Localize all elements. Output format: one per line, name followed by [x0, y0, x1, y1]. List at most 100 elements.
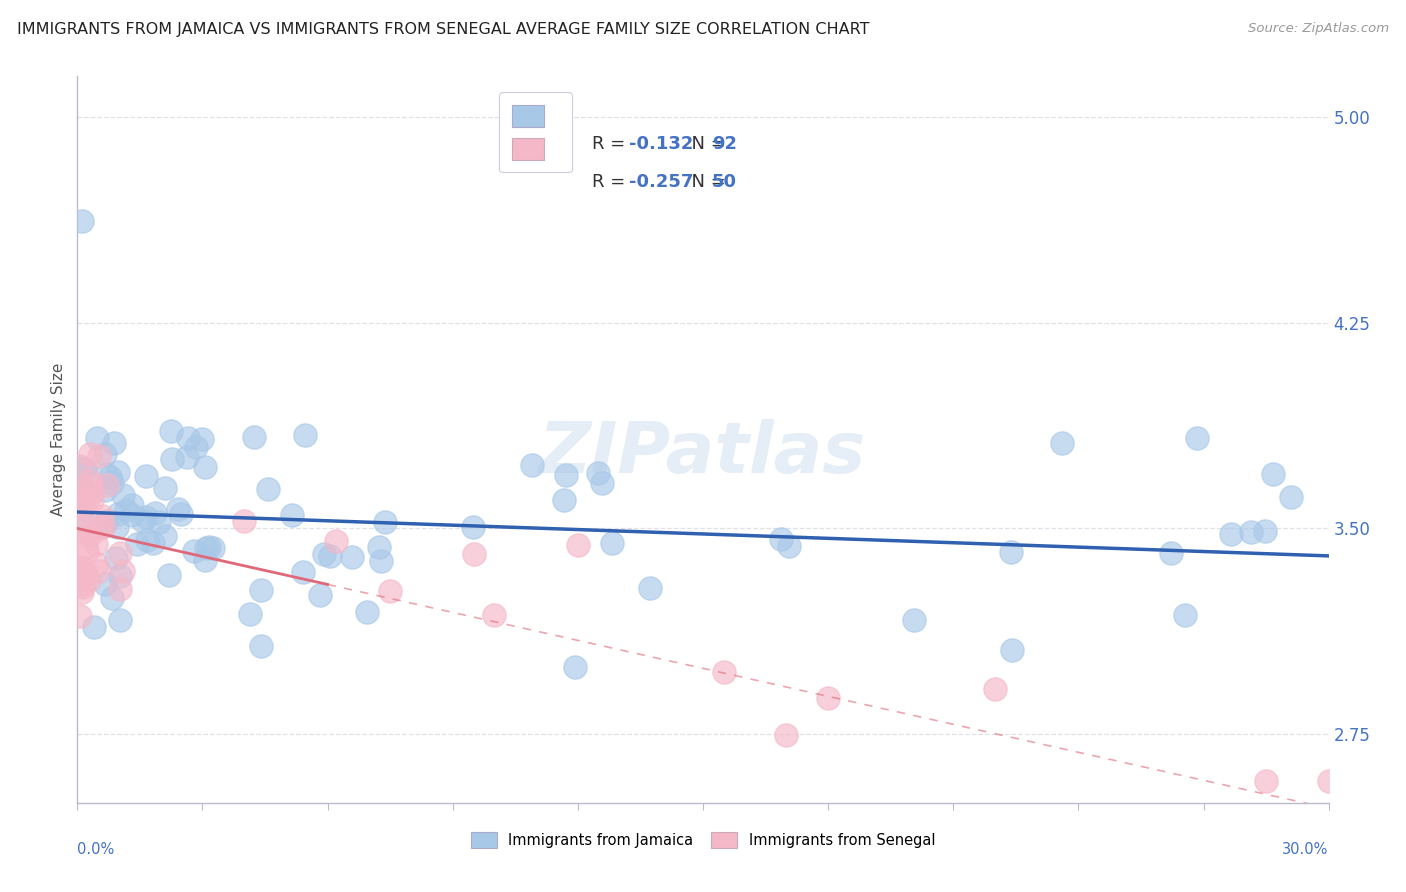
Point	[374, 515, 396, 529]
Point	[105, 551, 128, 566]
Point	[121, 508, 143, 522]
Point	[249, 583, 271, 598]
Point	[155, 529, 177, 543]
Point	[292, 565, 315, 579]
Point	[319, 549, 342, 563]
Text: Source: ZipAtlas.com: Source: ZipAtlas.com	[1249, 22, 1389, 36]
Point	[243, 429, 266, 443]
Text: 30.0%: 30.0%	[1282, 842, 1329, 856]
Point	[257, 482, 280, 496]
Point	[75, 462, 97, 476]
Point	[72, 561, 94, 575]
Point	[105, 520, 128, 534]
Point	[75, 540, 97, 554]
Point	[162, 451, 184, 466]
Point	[903, 614, 925, 628]
Point	[86, 430, 108, 444]
Point	[1001, 642, 1024, 657]
Point	[94, 517, 117, 532]
Point	[70, 214, 93, 228]
Point	[555, 467, 578, 482]
Point	[115, 503, 138, 517]
Point	[75, 566, 97, 581]
Point	[368, 541, 391, 555]
Point	[1185, 431, 1208, 445]
Point	[69, 608, 91, 623]
Text: R =: R =	[592, 173, 631, 191]
Point	[186, 440, 208, 454]
Point	[194, 553, 217, 567]
Point	[1220, 527, 1243, 541]
Point	[82, 492, 104, 507]
Point	[176, 450, 198, 464]
Point	[70, 490, 93, 504]
Point	[86, 557, 108, 571]
Point	[564, 660, 586, 674]
Text: -0.257: -0.257	[628, 173, 693, 191]
Point	[984, 681, 1007, 696]
Point	[108, 546, 131, 560]
Point	[640, 581, 662, 595]
Point	[75, 566, 97, 581]
Point	[166, 502, 188, 516]
Point	[96, 467, 118, 482]
Y-axis label: Average Family Size: Average Family Size	[51, 363, 66, 516]
Point	[308, 588, 330, 602]
Point	[72, 460, 94, 475]
Text: 50: 50	[711, 173, 737, 191]
Text: 0.0%: 0.0%	[77, 842, 114, 856]
Point	[86, 537, 108, 551]
Point	[75, 566, 97, 581]
Point	[94, 576, 117, 591]
Point	[87, 564, 110, 578]
Point	[170, 508, 193, 522]
Point	[356, 605, 378, 619]
Point	[66, 559, 89, 574]
Point	[553, 492, 575, 507]
Point	[177, 431, 200, 445]
Point	[770, 533, 793, 547]
Point	[148, 516, 170, 530]
Point	[121, 498, 143, 512]
Point	[588, 466, 610, 480]
Point	[194, 541, 217, 555]
Point	[112, 564, 135, 578]
Point	[143, 506, 166, 520]
Point	[233, 514, 256, 528]
Point	[1160, 546, 1182, 560]
Point	[91, 508, 114, 523]
Point	[76, 544, 98, 558]
Point	[294, 428, 316, 442]
Point	[484, 608, 506, 623]
Point	[325, 533, 347, 548]
Point	[1240, 524, 1263, 539]
Point	[110, 569, 132, 583]
Point	[94, 447, 117, 461]
Text: 92: 92	[711, 135, 737, 153]
Point	[201, 541, 224, 556]
Point	[314, 548, 336, 562]
Point	[73, 516, 96, 530]
Text: -0.132: -0.132	[628, 135, 693, 153]
Point	[107, 507, 129, 521]
Point	[73, 481, 96, 495]
Point	[132, 514, 155, 528]
Text: IMMIGRANTS FROM JAMAICA VS IMMIGRANTS FROM SENEGAL AVERAGE FAMILY SIZE CORRELATI: IMMIGRANTS FROM JAMAICA VS IMMIGRANTS FR…	[17, 22, 869, 37]
Point	[72, 585, 94, 599]
Point	[110, 613, 132, 627]
Point	[111, 488, 134, 502]
Point	[94, 483, 117, 498]
Point	[72, 518, 94, 533]
Point	[72, 502, 94, 516]
Text: ZIPatlas: ZIPatlas	[540, 419, 866, 488]
Point	[817, 691, 839, 706]
Point	[520, 458, 543, 472]
Point	[591, 476, 613, 491]
Point	[194, 460, 217, 475]
Point	[125, 537, 148, 551]
Point	[340, 550, 363, 565]
Point	[107, 465, 129, 479]
Point	[197, 541, 219, 555]
Point	[67, 459, 90, 474]
Point	[1317, 773, 1340, 788]
